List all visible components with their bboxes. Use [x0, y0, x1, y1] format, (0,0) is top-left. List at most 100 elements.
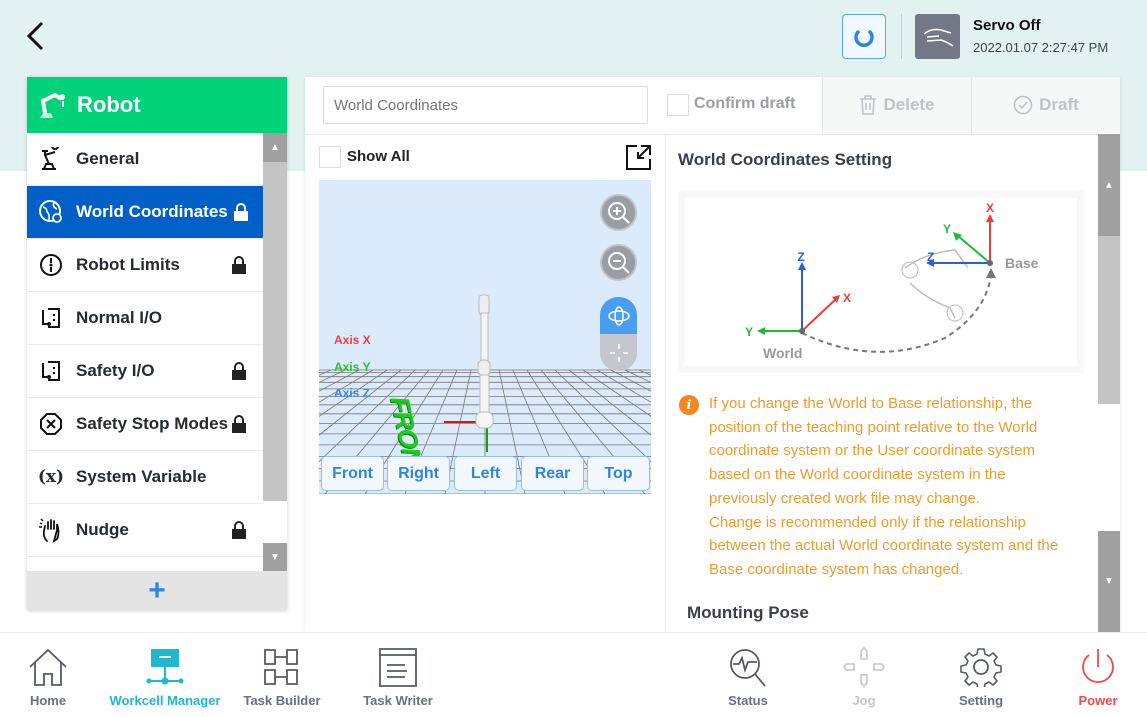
zoom-in-button[interactable]: [600, 194, 637, 231]
nav-label: Workcell Manager: [109, 693, 221, 708]
nav-task-builder[interactable]: Task Builder: [224, 633, 340, 717]
view-right-button[interactable]: Right: [387, 456, 450, 491]
axis-x-label: Axis X: [334, 333, 371, 347]
back-button[interactable]: [22, 20, 48, 57]
nav-jog[interactable]: Jog: [806, 633, 922, 717]
limits-icon: [37, 251, 65, 279]
sidebar-header: Robot: [27, 77, 287, 133]
io-icon: [37, 304, 65, 332]
robot-icon: [37, 145, 65, 173]
view-top-button[interactable]: Top: [587, 456, 650, 491]
trash-icon: [860, 95, 877, 115]
home-icon: [29, 648, 67, 686]
scroll-up-button[interactable]: ▲: [263, 133, 287, 162]
lock-icon: [232, 521, 246, 539]
zoom-out-button[interactable]: [600, 244, 637, 281]
3d-viewport[interactable]: FRONT Axis X Axis Y Axis Z Front Right L…: [319, 180, 651, 494]
stop-octagon-icon: [37, 410, 65, 438]
hand-wave-icon: [37, 516, 65, 544]
sidebar-item-general[interactable]: General: [27, 133, 263, 186]
base-label: Base: [1005, 255, 1039, 271]
coordinate-diagram: Z X Y World X Y Z Base: [678, 191, 1084, 373]
confirm-draft-checkbox[interactable]: [667, 94, 689, 116]
lock-icon: [234, 203, 248, 221]
sidebar-item-label: General: [76, 149, 140, 168]
status-icon: [730, 649, 766, 687]
sidebar-item-label: Safety I/O: [76, 361, 155, 380]
globe-gear-icon: [37, 198, 65, 226]
io-icon: [37, 357, 65, 385]
servo-button[interactable]: [915, 14, 960, 59]
delete-button[interactable]: Delete: [822, 77, 971, 133]
sidebar-item-safety-stop-modes[interactable]: Safety Stop Modes: [27, 398, 263, 451]
nav-label: Setting: [958, 693, 1004, 708]
chevron-left-icon: [26, 21, 44, 51]
datetime: 2022.01.07 2:27:47 PM: [973, 40, 1109, 55]
nav-label: Task Builder: [243, 693, 321, 708]
base-y-label: Y: [943, 222, 951, 236]
view-front-button[interactable]: Front: [321, 456, 384, 491]
scroll-down-button[interactable]: ▼: [1098, 531, 1120, 632]
triangle-down-icon: ▼: [1104, 576, 1114, 587]
world-y-label: Y: [745, 325, 753, 339]
scroll-up-button[interactable]: ▲: [1098, 134, 1120, 236]
triangle-down-icon: ▼: [270, 551, 280, 563]
plus-icon: +: [148, 573, 166, 607]
orbit-icon: [607, 305, 630, 326]
triangle-up-icon: ▲: [270, 142, 280, 153]
sidebar-item-robot-limits[interactable]: Robot Limits: [27, 239, 263, 292]
jog-icon: [843, 647, 885, 687]
name-input[interactable]: [323, 86, 648, 124]
pan-mode-button[interactable]: [600, 334, 637, 371]
show-all-label: Show All: [347, 148, 410, 165]
sidebar-item-label: System Variable: [76, 467, 207, 486]
add-button[interactable]: +: [27, 571, 287, 610]
sidebar-item-label: World Coordinates: [76, 202, 228, 221]
nav-workcell-manager[interactable]: Workcell Manager: [107, 633, 223, 717]
hand-icon: [922, 28, 953, 47]
view-rear-button[interactable]: Rear: [521, 456, 584, 491]
sidebar-item-label: Robot Limits: [76, 255, 180, 274]
sidebar-item-safety-io[interactable]: Safety I/O: [27, 345, 263, 398]
nav-power[interactable]: Power: [1040, 633, 1147, 717]
scroll-down-button[interactable]: ▼: [263, 543, 287, 571]
world-label: World: [763, 345, 802, 361]
warning-line: Base coordinate system has changed.: [709, 560, 964, 578]
nav-setting[interactable]: Setting: [923, 633, 1039, 717]
rotate-mode-button[interactable]: [600, 297, 637, 334]
expand-button[interactable]: [625, 144, 652, 176]
divider: [901, 14, 902, 59]
sidebar-item-label: Safety Stop Modes: [76, 414, 229, 433]
warning-line: If you change the World to Base relation…: [709, 395, 1033, 412]
warning-line: previously created work file may change.: [709, 489, 980, 507]
check-circle-icon: [1013, 95, 1033, 115]
nav-status[interactable]: Status: [690, 633, 806, 717]
sidebar-item-normal-io[interactable]: Normal I/O: [27, 292, 263, 345]
world-x-label: X: [843, 291, 851, 305]
sidebar-item-system-variable[interactable]: (x) System Variable: [27, 451, 263, 504]
warning-line: position of the teaching point relative …: [709, 418, 1038, 436]
axis-y-label: Axis Y: [334, 360, 371, 374]
sidebar-item-nudge[interactable]: Nudge: [27, 504, 287, 557]
servo-status: Servo Off: [973, 17, 1041, 34]
settings-scrollbar-thumb[interactable]: [1098, 236, 1120, 404]
draft-button[interactable]: Draft: [971, 77, 1120, 133]
show-all-checkbox[interactable]: [319, 146, 341, 168]
base-x-label: X: [986, 201, 994, 215]
coordinate-diagram-image: Z X Y World X Y Z Base: [685, 198, 1077, 366]
workcell-icon: [146, 649, 184, 685]
nav-home[interactable]: Home: [0, 633, 106, 717]
sidebar-scrollbar-thumb[interactable]: [263, 133, 287, 501]
nav-task-writer[interactable]: Task Writer: [340, 633, 456, 717]
refresh-button[interactable]: [842, 14, 886, 59]
warning-line: between the actual World coordinate syst…: [709, 537, 1059, 555]
sidebar-item-world-coordinates[interactable]: World Coordinates: [27, 186, 263, 239]
variable-icon: (x): [37, 467, 65, 487]
mounting-pose-heading: Mounting Pose: [687, 603, 809, 622]
view-left-button[interactable]: Left: [454, 456, 517, 491]
warning-line: based on the World coordinate system in …: [709, 466, 1006, 484]
lock-icon: [232, 415, 246, 433]
zoom-out-icon: [608, 252, 630, 274]
world-z-label: Z: [797, 250, 804, 264]
divider: [305, 134, 1120, 135]
